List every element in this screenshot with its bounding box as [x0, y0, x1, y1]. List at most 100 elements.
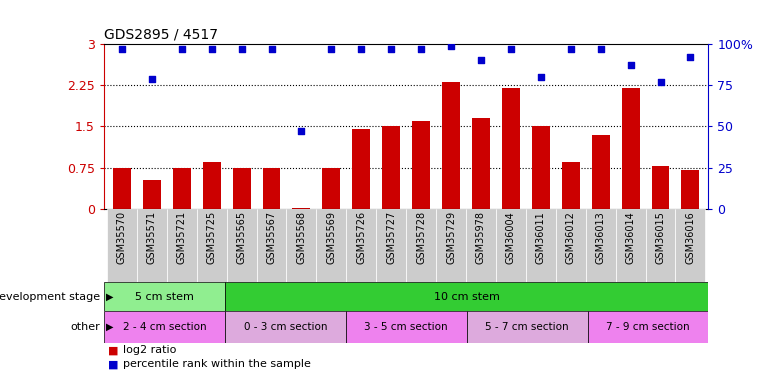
Bar	[467, 311, 588, 343]
Text: GSM35571: GSM35571	[147, 211, 157, 264]
Text: 10 cm stem: 10 cm stem	[434, 292, 500, 302]
Bar	[412, 121, 430, 209]
Bar	[323, 168, 340, 209]
Text: development stage: development stage	[0, 292, 100, 302]
Point	[355, 46, 367, 52]
Bar	[137, 209, 167, 282]
Point	[325, 46, 337, 52]
Text: ▶: ▶	[105, 322, 113, 332]
Bar	[346, 209, 377, 282]
Point	[295, 128, 307, 134]
Bar	[407, 209, 436, 282]
Point	[564, 46, 577, 52]
Point	[266, 46, 278, 52]
Bar	[651, 166, 669, 209]
Bar	[621, 88, 640, 209]
Text: GSM35721: GSM35721	[177, 211, 187, 264]
Bar	[346, 311, 467, 343]
Text: 3 - 5 cm section: 3 - 5 cm section	[364, 322, 448, 332]
Bar	[377, 209, 407, 282]
Point	[654, 79, 667, 85]
Bar	[616, 209, 645, 282]
Text: GSM36011: GSM36011	[536, 211, 546, 264]
Bar	[143, 180, 161, 209]
Text: GSM35729: GSM35729	[446, 211, 456, 264]
Bar	[591, 135, 610, 209]
Text: GSM36015: GSM36015	[655, 211, 665, 264]
Text: GSM35978: GSM35978	[476, 211, 486, 264]
Bar	[113, 168, 131, 209]
Bar	[107, 209, 137, 282]
Bar	[586, 209, 616, 282]
Bar	[532, 126, 550, 209]
Text: GSM35727: GSM35727	[387, 211, 397, 264]
Point	[116, 46, 128, 52]
Bar	[196, 209, 226, 282]
Text: ▶: ▶	[105, 292, 113, 302]
Text: GSM35570: GSM35570	[117, 211, 127, 264]
Point	[594, 46, 607, 52]
Text: 5 cm stem: 5 cm stem	[135, 292, 194, 302]
Bar	[466, 209, 496, 282]
Text: other: other	[70, 322, 100, 332]
Bar	[353, 129, 370, 209]
Point	[534, 74, 547, 80]
Point	[236, 46, 248, 52]
Bar	[496, 209, 526, 282]
Text: GSM35569: GSM35569	[326, 211, 336, 264]
Bar	[681, 170, 699, 209]
Text: GSM36012: GSM36012	[566, 211, 576, 264]
Bar	[203, 162, 221, 209]
Bar	[256, 209, 286, 282]
Text: GSM35726: GSM35726	[357, 211, 367, 264]
Point	[505, 46, 517, 52]
Bar	[167, 209, 196, 282]
Text: GSM35568: GSM35568	[296, 211, 306, 264]
Point	[475, 57, 487, 63]
Bar	[442, 82, 460, 209]
Text: 0 - 3 cm section: 0 - 3 cm section	[243, 322, 327, 332]
Point	[415, 46, 427, 52]
Text: GSM36004: GSM36004	[506, 211, 516, 264]
Bar	[645, 209, 675, 282]
Bar	[502, 88, 520, 209]
Bar	[382, 126, 400, 209]
Bar	[293, 208, 310, 209]
Bar	[225, 282, 708, 311]
Text: GSM36014: GSM36014	[625, 211, 635, 264]
Bar	[286, 209, 316, 282]
Text: log2 ratio: log2 ratio	[123, 345, 176, 355]
Point	[146, 75, 158, 81]
Bar	[226, 209, 256, 282]
Bar	[675, 209, 705, 282]
Bar	[472, 118, 490, 209]
Text: 5 - 7 cm section: 5 - 7 cm section	[485, 322, 569, 332]
Text: GSM35567: GSM35567	[266, 211, 276, 264]
Bar	[526, 209, 556, 282]
Text: GSM36013: GSM36013	[596, 211, 606, 264]
Text: 2 - 4 cm section: 2 - 4 cm section	[122, 322, 206, 332]
Bar	[263, 168, 280, 209]
Bar	[436, 209, 466, 282]
Point	[176, 46, 188, 52]
Text: GSM35565: GSM35565	[236, 211, 246, 264]
Bar	[233, 168, 250, 209]
Bar	[556, 209, 586, 282]
Point	[385, 46, 397, 52]
Point	[206, 46, 218, 52]
Text: ■: ■	[108, 359, 119, 369]
Point	[685, 54, 697, 60]
Text: GSM35725: GSM35725	[206, 211, 216, 264]
Text: GSM35728: GSM35728	[416, 211, 426, 264]
Bar	[225, 311, 346, 343]
Text: GDS2895 / 4517: GDS2895 / 4517	[104, 27, 218, 41]
Bar	[562, 162, 580, 209]
Text: GSM36016: GSM36016	[685, 211, 695, 264]
Text: ■: ■	[108, 345, 119, 355]
Bar	[104, 311, 225, 343]
Point	[624, 62, 637, 68]
Text: percentile rank within the sample: percentile rank within the sample	[123, 359, 311, 369]
Bar	[316, 209, 346, 282]
Bar	[104, 282, 225, 311]
Text: 7 - 9 cm section: 7 - 9 cm section	[606, 322, 690, 332]
